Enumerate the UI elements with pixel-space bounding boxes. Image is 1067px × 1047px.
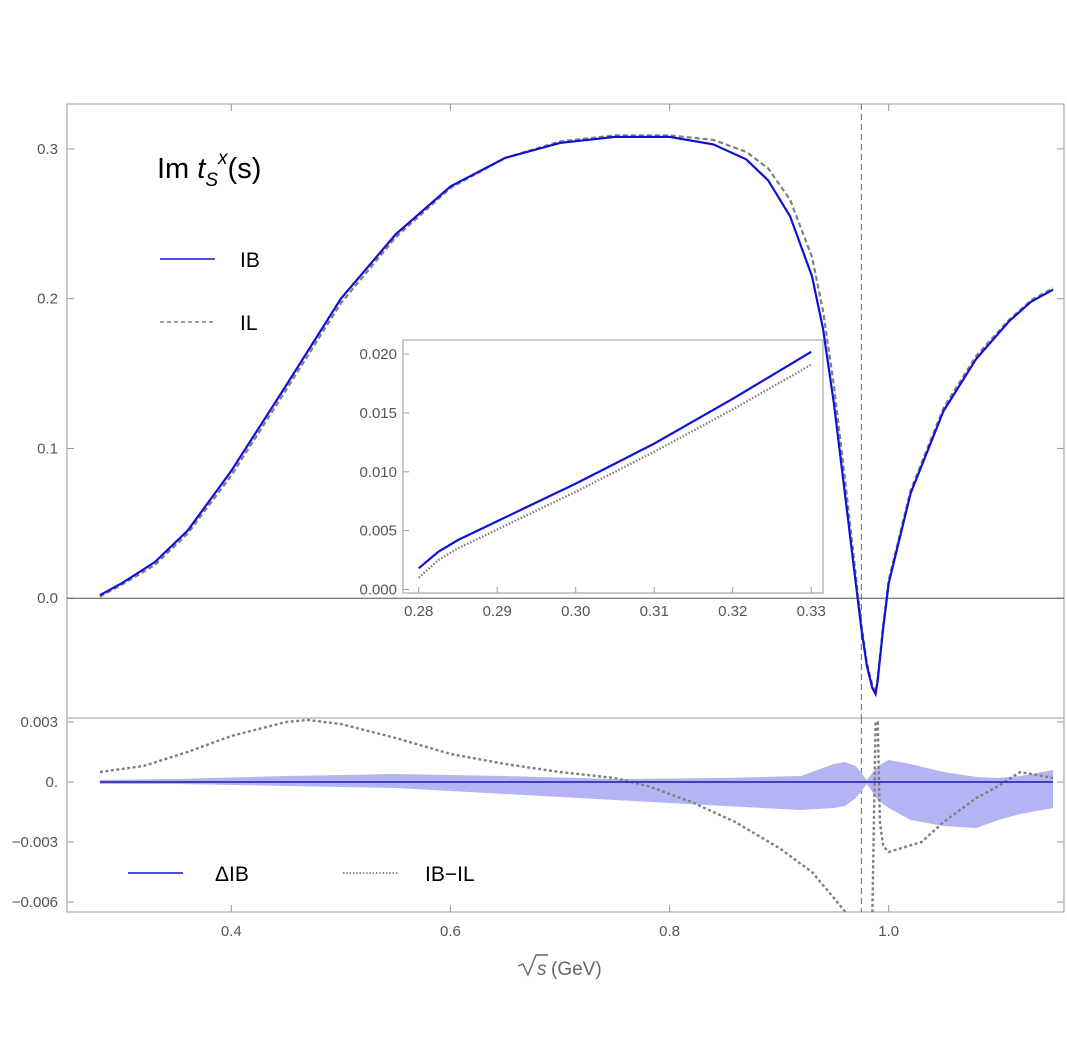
- main-y-ticks: 0.0 0.1 0.2 0.3: [37, 104, 1064, 607]
- inset-series-il-line: [417, 363, 812, 579]
- lower-ticks: 0.003 0. −0.003 −0.006 0.4 0.6 0.8 1.0: [12, 714, 1064, 940]
- lower-ytick-label-0: 0.003: [20, 714, 58, 731]
- inset-series-ib-line: [417, 350, 812, 570]
- legend-il-label: IL: [240, 312, 258, 335]
- annotation-sup: x: [217, 148, 229, 169]
- lower-frame: [66, 717, 1065, 913]
- inset-ytick-label-3: 0.015: [359, 405, 397, 422]
- lower-xtick-label-2: 0.8: [659, 923, 680, 940]
- main-ytick-label-3: 0.3: [37, 141, 58, 158]
- x-axis-variable: s: [537, 959, 547, 980]
- inset-ytick-label-1: 0.005: [359, 523, 397, 540]
- inset-ytick-label-2: 0.010: [359, 464, 397, 481]
- inset-ytick-label-0: 0.000: [359, 581, 397, 598]
- lower-legend: ΔIB IB−IL: [128, 863, 475, 886]
- main-panel: 0.0 0.1 0.2 0.3 Im tSx(s) IB IL: [37, 103, 1065, 719]
- legend-diff-label: IB−IL: [425, 863, 475, 886]
- inset-panel: 0.000 0.005 0.010 0.015 0.020 0.28 0.29 0.30 0.3…: [359, 339, 826, 620]
- lower-ytick-label-1: 0.: [45, 774, 58, 791]
- lower-xtick-label-0: 0.4: [221, 923, 242, 940]
- plot-annotation: Im tSx(s): [157, 148, 261, 191]
- main-ytick-label-2: 0.2: [37, 291, 58, 308]
- main-ytick-label-1: 0.1: [37, 440, 58, 457]
- inset-ytick-label-4: 0.020: [359, 346, 397, 363]
- lower-xtick-label-1: 0.6: [440, 923, 461, 940]
- lower-panel: 0.003 0. −0.003 −0.006 0.4 0.6 0.8 1.0 ΔIB IB−I…: [12, 714, 1065, 980]
- legend-delta-ib-label: ΔIB: [215, 863, 249, 886]
- ib-minus-il-line: [99, 718, 1054, 912]
- annotation-prefix: Im: [157, 153, 197, 185]
- inset-xtick-label-3: 0.31: [640, 603, 669, 620]
- x-axis-title: s (GeV): [517, 954, 602, 980]
- x-axis-unit: (GeV): [551, 959, 602, 980]
- inset-xtick-label-2: 0.30: [561, 603, 590, 620]
- delta-ib-band: [99, 760, 1053, 828]
- inset-frame: [402, 339, 824, 594]
- lower-ytick-label-3: −0.006: [12, 894, 58, 911]
- series-ib-line: [99, 135, 1054, 698]
- annotation-suffix: (s): [228, 153, 262, 185]
- annotation-t: t: [197, 153, 207, 185]
- sqrt-sign: [517, 954, 548, 977]
- main-legend: IB IL: [160, 249, 260, 335]
- inset-ticks: 0.000 0.005 0.010 0.015 0.020 0.28 0.29 0.30 0.3…: [359, 346, 825, 620]
- annotation-sub: S: [205, 170, 218, 191]
- legend-ib-label: IB: [240, 249, 260, 272]
- inset-xtick-label-4: 0.32: [718, 603, 747, 620]
- inset-xtick-label-5: 0.33: [797, 603, 826, 620]
- main-ytick-label-0: 0.0: [37, 590, 58, 607]
- lower-ytick-label-2: −0.003: [12, 834, 58, 851]
- lower-xtick-label-3: 1.0: [878, 923, 899, 940]
- series-il-line: [99, 134, 1054, 697]
- inset-xtick-label-0: 0.28: [404, 603, 433, 620]
- inset-xtick-label-1: 0.29: [483, 603, 512, 620]
